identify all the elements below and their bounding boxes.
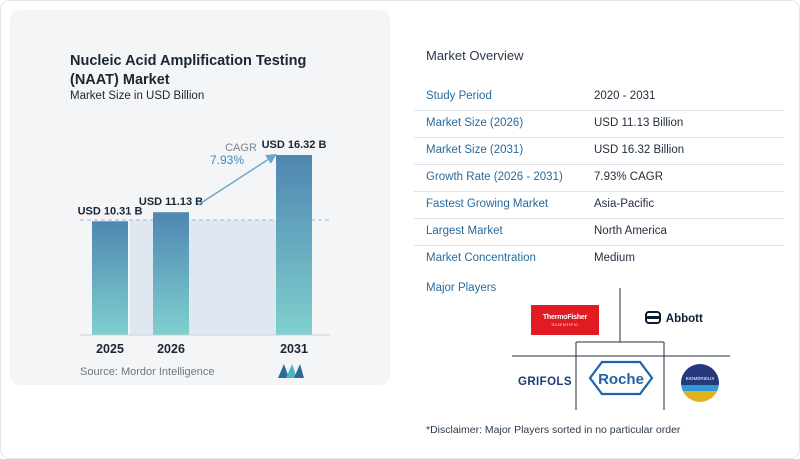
chart-title: Nucleic Acid Amplification Testing (NAAT… bbox=[70, 53, 307, 88]
table-row: Market Size (2031) USD 16.32 Billion bbox=[414, 138, 784, 165]
thermo-logo-subtext: SCIENTIFIC bbox=[551, 322, 579, 327]
bar-2025 bbox=[92, 221, 128, 335]
abbott-logo: Abbott bbox=[645, 311, 703, 325]
overview-table: Study Period 2020 - 2031 Market Size (20… bbox=[414, 84, 784, 273]
cagr-arrow bbox=[197, 153, 277, 206]
row-value: 7.93% CAGR bbox=[594, 171, 664, 183]
bar-value-label: USD 11.13 B bbox=[139, 196, 203, 208]
biomerieux-logo-text: BIOMÉRIEUX bbox=[686, 375, 715, 381]
row-value: Asia-Pacific bbox=[594, 198, 655, 210]
table-row: Market Size (2026) USD 11.13 Billion bbox=[414, 111, 784, 138]
row-value: Medium bbox=[594, 252, 635, 264]
row-value: USD 16.32 Billion bbox=[594, 144, 685, 156]
x-tick-label: 2026 bbox=[157, 342, 185, 356]
table-row: Largest Market North America bbox=[414, 219, 784, 246]
cagr-label: CAGR bbox=[225, 142, 257, 154]
grifols-logo: GRIFOLS bbox=[518, 376, 572, 388]
mordor-logo-icon bbox=[278, 364, 304, 378]
row-label: Market Concentration bbox=[426, 252, 536, 264]
table-row: Study Period 2020 - 2031 bbox=[414, 84, 784, 111]
row-value: USD 11.13 Billion bbox=[594, 117, 684, 129]
table-row: Growth Rate (2026 - 2031) 7.93% CAGR bbox=[414, 165, 784, 192]
cagr-value: 7.93% bbox=[210, 153, 244, 167]
thermo-logo-text: ThermoFisher bbox=[542, 314, 588, 321]
row-label: Growth Rate (2026 - 2031) bbox=[426, 171, 563, 183]
thermo-fisher-logo: ThermoFisher SCIENTIFIC bbox=[531, 305, 599, 335]
x-tick-label: 2031 bbox=[280, 342, 308, 356]
bar-2026 bbox=[153, 212, 189, 335]
bar-value-label: USD 10.31 B bbox=[78, 205, 143, 217]
row-label: Study Period bbox=[426, 90, 492, 102]
row-label: Market Size (2026) bbox=[426, 117, 524, 129]
market-overview-title: Market Overview bbox=[426, 48, 524, 63]
table-row: Fastest Growing Market Asia-Pacific bbox=[414, 192, 784, 219]
roche-logo: Roche bbox=[588, 360, 654, 396]
roche-logo-text: Roche bbox=[598, 371, 644, 388]
source-note: Source: Mordor Intelligence bbox=[80, 366, 215, 378]
biomerieux-logo: BIOMÉRIEUX bbox=[681, 364, 719, 402]
bar-value-label: USD 16.32 B bbox=[262, 139, 327, 151]
x-tick-label: 2025 bbox=[96, 342, 124, 356]
abbott-mark-icon bbox=[645, 311, 661, 324]
row-value: North America bbox=[594, 225, 667, 237]
bar-chart: USD 10.31 B 2025 USD 11.13 B 2026 USD 16.32 … bbox=[78, 139, 330, 356]
chart-subtitle: Market Size in USD Billion bbox=[70, 90, 205, 102]
table-row: Market Concentration Medium bbox=[414, 246, 784, 273]
disclaimer-note: *Disclaimer: Major Players sorted in no … bbox=[426, 424, 681, 436]
row-label: Fastest Growing Market bbox=[426, 198, 549, 210]
major-players-title: Major Players bbox=[426, 282, 497, 294]
row-label: Largest Market bbox=[426, 225, 503, 237]
row-label: Market Size (2031) bbox=[426, 144, 524, 156]
row-value: 2020 - 2031 bbox=[594, 90, 656, 102]
abbott-logo-text: Abbott bbox=[665, 313, 703, 325]
bar-2031 bbox=[276, 155, 312, 335]
